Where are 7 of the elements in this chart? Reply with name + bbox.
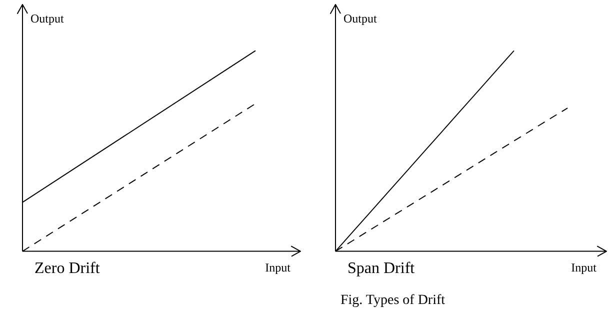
y-axis-title: Output — [344, 12, 378, 26]
text: Fig. Types of Drift — [340, 292, 446, 308]
x-axis-title: Input — [571, 260, 598, 274]
y-axis-title: Output — [30, 12, 64, 26]
text: Span Drift — [348, 260, 416, 277]
text: Zero Drift — [34, 260, 100, 277]
x-axis-title: Input — [265, 260, 292, 274]
